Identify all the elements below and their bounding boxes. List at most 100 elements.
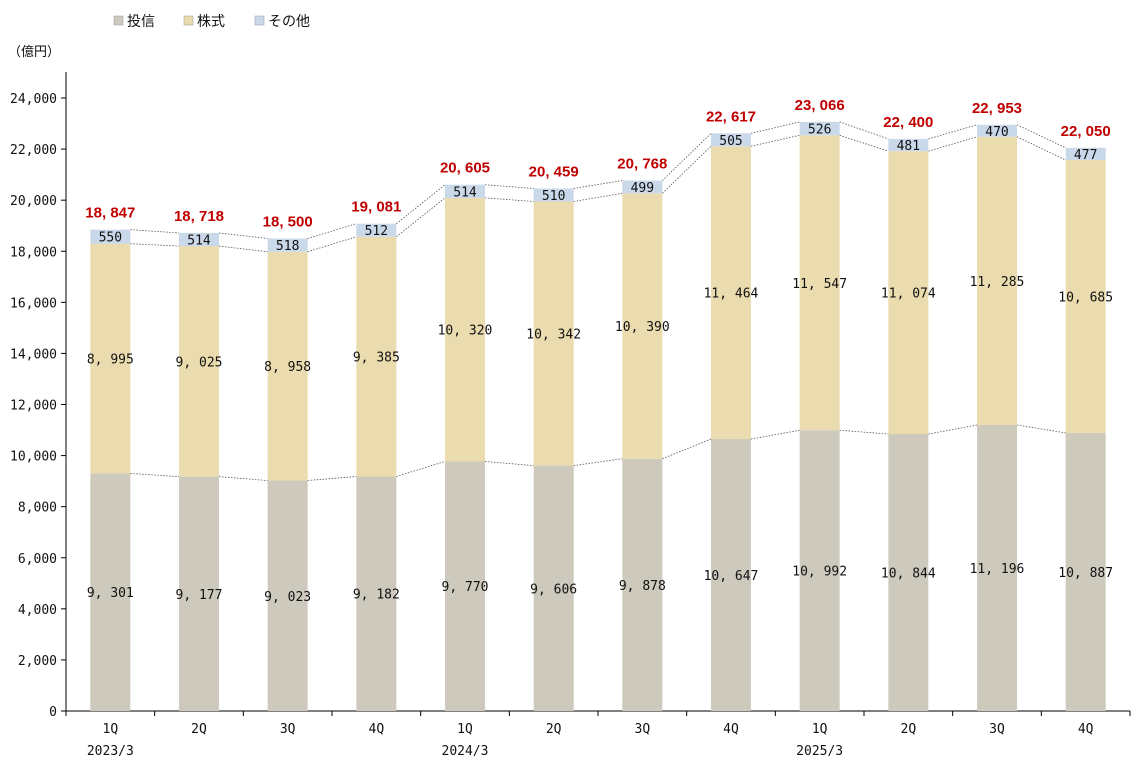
- data-label-2-3: 512: [365, 224, 388, 239]
- bar-segment-2-8: [799, 121, 840, 136]
- data-label-0-4: 9, 770: [442, 580, 489, 595]
- connector-line-2-7: [750, 121, 800, 134]
- y-tick-label-8: 16,000: [10, 296, 57, 311]
- bar-segment-1-9: [888, 151, 929, 435]
- bar-segment-0-1: [179, 476, 219, 711]
- data-label-1-3: 9, 385: [353, 351, 400, 366]
- x-tick-label-0: 1Q: [103, 722, 119, 737]
- data-label-1-7: 11, 464: [704, 287, 759, 302]
- total-label-4: 20, 605: [440, 160, 490, 177]
- connector-line-2-8: [839, 121, 889, 140]
- y-tick-label-6: 12,000: [10, 399, 57, 414]
- total-label-8: 23, 066: [795, 97, 845, 114]
- connector-line-1-4: [484, 197, 534, 202]
- connector-line-0-6: [662, 438, 712, 460]
- y-tick-label-7: 14,000: [10, 347, 57, 362]
- legend-label-2: その他: [268, 14, 310, 30]
- x-tick-label-2: 3Q: [280, 722, 296, 737]
- x-tick-label-3: 4Q: [369, 722, 385, 737]
- data-label-0-2: 9, 023: [264, 590, 311, 605]
- bar-segment-1-1: [179, 246, 219, 477]
- x-tick-label-11: 4Q: [1078, 722, 1094, 737]
- data-label-2-5: 510: [542, 189, 565, 204]
- y-tick-label-0: 0: [49, 705, 57, 720]
- data-label-2-1: 514: [187, 234, 211, 249]
- data-label-0-0: 9, 301: [87, 586, 134, 601]
- connector-line-2-6: [662, 133, 712, 181]
- y-tick-label-9: 18,000: [10, 245, 57, 260]
- bar-segment-0-6: [622, 458, 663, 711]
- data-label-1-1: 9, 025: [176, 355, 223, 370]
- connector-line-2-9: [928, 124, 978, 140]
- total-label-2: 18, 500: [263, 214, 313, 231]
- connector-line-0-0: [130, 473, 180, 478]
- x-tick-label-9: 2Q: [901, 722, 917, 737]
- connector-line-1-10: [1016, 136, 1066, 161]
- y-axis-unit-label: （億円）: [8, 44, 60, 60]
- y-tick-label-12: 24,000: [10, 92, 57, 107]
- connector-line-1-9: [928, 136, 978, 152]
- connector-line-1-5: [573, 192, 623, 202]
- data-label-1-4: 10, 320: [438, 324, 493, 339]
- bar-segment-2-2: [267, 238, 308, 252]
- connector-line-0-5: [573, 458, 623, 467]
- connector-line-0-4: [484, 461, 534, 467]
- data-label-1-10: 11, 285: [970, 275, 1025, 290]
- y-tick-label-10: 20,000: [10, 194, 57, 209]
- connector-line-2-3: [396, 184, 446, 225]
- total-label-9: 22, 400: [883, 114, 933, 131]
- x-tick-label-1: 2Q: [191, 722, 207, 737]
- connector-line-1-8: [839, 134, 889, 152]
- connector-line-0-2: [307, 476, 357, 481]
- data-label-0-9: 10, 844: [881, 567, 936, 582]
- total-label-5: 20, 459: [529, 163, 579, 180]
- x-tick-label-10: 3Q: [989, 722, 1005, 737]
- data-label-1-9: 11, 074: [881, 287, 936, 302]
- data-label-1-6: 10, 390: [615, 320, 670, 335]
- connector-line-0-10: [1016, 424, 1066, 434]
- bar-segment-0-2: [267, 480, 308, 711]
- data-label-2-6: 499: [631, 181, 654, 196]
- x-tick-label-7: 4Q: [723, 722, 739, 737]
- bar-segment-0-10: [977, 425, 1017, 711]
- y-tick-label-5: 10,000: [10, 450, 57, 465]
- total-label-10: 22, 953: [972, 100, 1022, 117]
- legend-label-0: 投信: [127, 14, 155, 30]
- data-label-0-3: 9, 182: [353, 588, 400, 603]
- data-label-0-11: 10, 887: [1058, 566, 1113, 581]
- bar-segment-2-4: [445, 184, 485, 198]
- period-label-8: 2025/3: [796, 744, 843, 759]
- bar-segment-2-3: [356, 223, 397, 237]
- data-label-2-0: 550: [99, 231, 122, 246]
- data-label-2-8: 526: [808, 123, 831, 138]
- connector-line-1-0: [130, 243, 180, 247]
- bar-segment-0-0: [90, 473, 131, 711]
- data-label-0-10: 11, 196: [970, 562, 1025, 577]
- bar-segment-2-0: [90, 229, 131, 244]
- bar-segment-1-0: [90, 243, 131, 474]
- y-tick-label-11: 22,000: [10, 143, 57, 158]
- y-tick-label-4: 8,000: [18, 501, 57, 516]
- data-label-0-7: 10, 647: [704, 569, 759, 584]
- data-label-0-5: 9, 606: [530, 582, 577, 597]
- y-tick-label-2: 4,000: [18, 603, 57, 618]
- bar-segment-2-7: [711, 133, 751, 147]
- data-label-1-2: 8, 958: [264, 360, 311, 375]
- bar-segment-1-6: [622, 193, 663, 459]
- bar-segment-1-10: [977, 136, 1017, 426]
- data-label-0-1: 9, 177: [176, 588, 223, 603]
- bar-segment-2-10: [977, 124, 1017, 137]
- bar-segment-1-7: [711, 146, 751, 440]
- connector-line-2-4: [484, 184, 534, 189]
- legend-label-1: 株式: [197, 14, 225, 30]
- x-tick-label-8: 1Q: [812, 722, 828, 737]
- x-tick-label-4: 1Q: [457, 722, 473, 737]
- connector-line-1-6: [662, 145, 712, 194]
- connector-line-1-2: [307, 236, 357, 253]
- x-tick-label-6: 3Q: [635, 722, 651, 737]
- legend-swatch-1: [183, 15, 194, 26]
- bar-segment-2-5: [533, 188, 574, 202]
- bar-segment-0-8: [799, 430, 840, 711]
